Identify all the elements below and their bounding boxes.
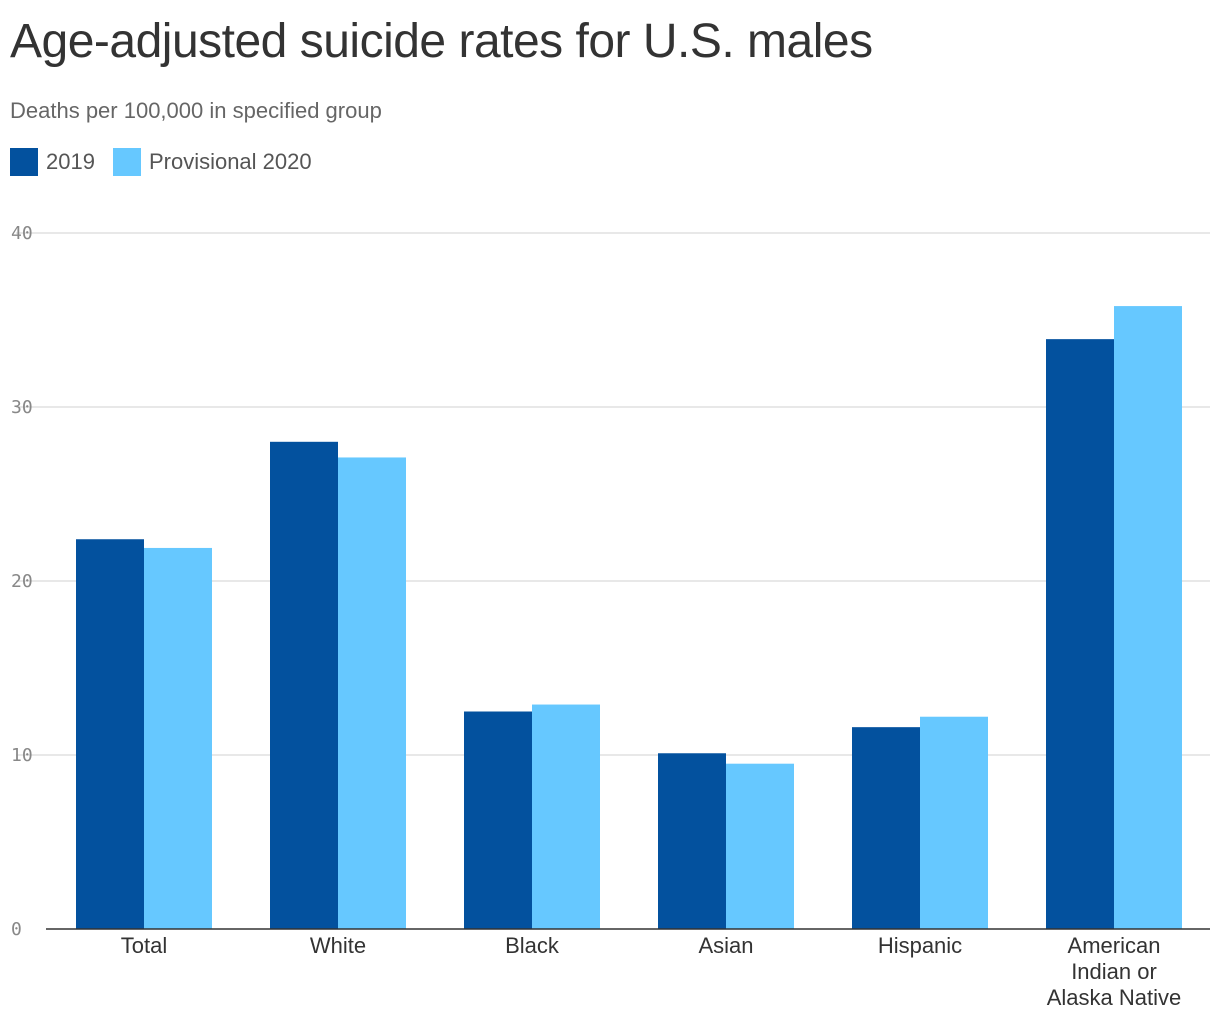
x-tick-label-5: American Indian or Alaska Native	[1047, 933, 1182, 1010]
bar-provisional-2020-5	[1114, 306, 1182, 930]
legend-swatch-2019	[10, 148, 38, 176]
legend-label-provisional-2020: Provisional 2020	[148, 149, 312, 174]
x-tick-label-0: Total	[121, 933, 167, 958]
bar-2019-0	[76, 539, 144, 929]
x-tick-label-2: Black	[505, 933, 560, 958]
bar-2019-5	[1046, 339, 1114, 929]
bar-2019-1	[270, 441, 338, 929]
bar-provisional-2020-0	[144, 547, 212, 929]
legend-swatch-provisional-2020	[112, 148, 141, 176]
x-tick-label-3: Asian	[698, 933, 753, 958]
bar-2019-4	[852, 727, 920, 929]
legend-item-2019: 2019	[10, 148, 95, 176]
chart-legend: 2019 Provisional 2020	[10, 148, 330, 176]
chart-title: Age-adjusted suicide rates for U.S. male…	[10, 15, 873, 68]
legend-item-provisional-2020: Provisional 2020	[112, 148, 312, 176]
y-tick-label-0: 0	[11, 919, 22, 940]
x-tick-label-1: White	[310, 933, 366, 958]
y-tick-label-20: 20	[11, 571, 33, 592]
bar-provisional-2020-4	[920, 716, 988, 929]
legend-label-2019: 2019	[46, 149, 95, 174]
bar-2019-3	[658, 753, 726, 929]
bar-provisional-2020-1	[338, 457, 406, 929]
x-tick-label-4: Hispanic	[878, 933, 962, 958]
bar-provisional-2020-3	[726, 763, 794, 929]
bar-provisional-2020-2	[532, 704, 600, 929]
y-tick-label-10: 10	[11, 745, 33, 766]
bar-2019-2	[464, 711, 532, 929]
chart-subtitle: Deaths per 100,000 in specified group	[10, 98, 382, 123]
y-tick-label-40: 40	[11, 223, 33, 244]
y-tick-label-30: 30	[11, 397, 33, 418]
